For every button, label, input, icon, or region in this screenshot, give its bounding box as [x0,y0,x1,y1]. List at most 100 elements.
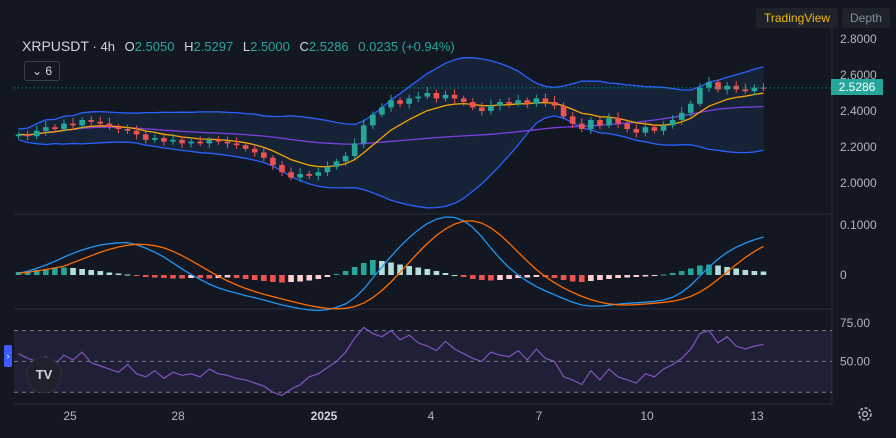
candle-body [197,141,204,144]
candle-body [24,134,31,137]
legend-header: XRPUSDT · 4h O2.5050 H2.5297 L2.5000 C2.… [22,38,455,54]
candle-body [261,152,267,158]
macd-histogram-bar [479,275,485,280]
macd-histogram-bar [170,275,176,279]
high-label: H [184,39,194,54]
indicators-toggle-button[interactable]: ⌄ 6 [24,61,60,81]
candle-body [669,120,676,126]
macd-histogram-bar [206,275,213,279]
candle-body [451,94,458,99]
macd-histogram-bar [297,275,303,282]
low-label: L [242,39,251,54]
candle-body [179,139,185,144]
candle-body [33,130,40,137]
panel-collapse-handle[interactable]: › [4,345,12,367]
candle-body [315,172,322,176]
macd-histogram-bar [324,275,331,277]
candle-body [706,82,712,88]
macd-histogram-bar [524,275,531,278]
macd-tick-label: 0.1000 [840,218,877,232]
candle-body [215,139,222,142]
candle-body [588,120,594,129]
macd-histogram-bar [224,275,231,278]
macd-histogram-bar [115,273,122,275]
macd-histogram-bar [742,270,749,275]
price-tick-label: 2.8000 [840,32,877,46]
candle-body [351,143,358,156]
candle-body [424,93,431,97]
macd-histogram-bar [724,267,730,275]
candle-body [651,127,658,131]
macd-histogram-bar [79,269,85,275]
candle-body [397,100,403,104]
tab-tradingview[interactable]: TradingView [756,8,839,28]
macd-histogram-bar [497,275,503,280]
candle-body [360,125,367,144]
price-tick-label: 2.0000 [840,176,877,190]
change-value: 0.0235 (+0.94%) [358,39,455,54]
candle-body [633,129,640,133]
candle-body [70,123,76,126]
gear-icon[interactable] [856,405,874,423]
bollinger-fill [18,57,764,208]
candle-body [370,114,376,126]
candle-body [406,98,412,104]
tab-depth[interactable]: Depth [842,8,891,28]
macd-histogram-bar [433,271,440,275]
macd-histogram-bar [42,269,49,275]
candle-body [715,82,721,90]
macd-histogram-bar [469,275,476,279]
candle-body [724,85,730,90]
signal-line [18,220,764,310]
macd-histogram-bar [606,275,612,279]
candle-body [533,98,540,104]
macd-histogram-bar [669,273,676,275]
macd-histogram-bar [706,264,712,275]
candle-body [279,165,285,173]
macd-histogram-bar [370,260,376,275]
candle-body [542,98,549,102]
candle-body [115,127,122,129]
macd-histogram-bar [315,275,322,279]
macd-histogram-bar [415,267,422,275]
macd-histogram-bar [333,274,340,275]
candle-body [270,157,276,165]
candle-body [678,112,685,120]
candle-body [642,127,649,133]
macd-histogram-bar [615,275,621,278]
macd-line [18,216,764,312]
macd-histogram-bar [651,275,658,276]
macd-histogram-bar [460,275,467,277]
candle-body [497,102,503,106]
candle-body [760,87,767,89]
candle-body [170,139,176,142]
price-tick-label: 2.4000 [840,104,877,118]
macd-histogram-bar [133,275,140,276]
candle-body [79,120,85,126]
tradingview-logo: TV [26,357,62,393]
candle-body [133,130,140,135]
macd-histogram-bar [288,275,294,282]
chevron-down-icon: ⌄ [31,64,43,78]
macd-histogram-bar [597,275,603,280]
macd-histogram-bar [33,270,40,275]
candle-body [597,120,603,126]
rsi-line [18,326,764,397]
candle-body [297,174,303,178]
open-label: O [124,39,135,54]
macd-histogram-bar [442,273,449,275]
candle-body [733,85,740,90]
macd-histogram-bar [760,271,767,275]
macd-histogram-bar [188,275,194,278]
macd-histogram-bar [88,270,95,275]
indicator-count: 6 [45,64,53,78]
candle-body [697,87,703,104]
slow-ma-line [18,105,764,145]
macd-histogram-bar [279,275,285,283]
macd-histogram-bar [733,268,740,275]
macd-histogram-bar [751,271,758,275]
macd-histogram-bar [515,275,521,278]
candle-body [660,125,667,131]
